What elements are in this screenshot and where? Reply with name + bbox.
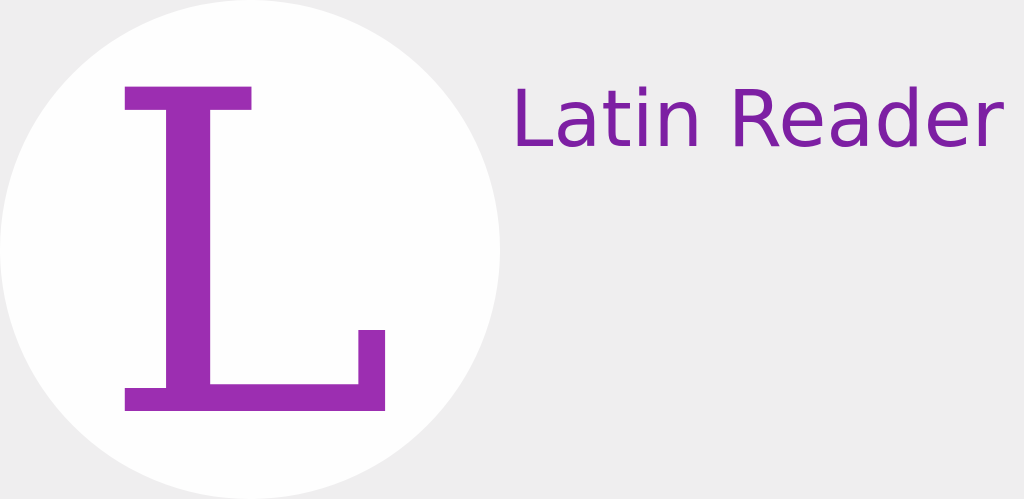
logo-letter: L — [100, 0, 396, 499]
logo-circle — [0, 0, 500, 499]
letter-l-logo-icon: L — [100, 0, 396, 499]
app-title: Latin Reader — [510, 75, 1004, 165]
